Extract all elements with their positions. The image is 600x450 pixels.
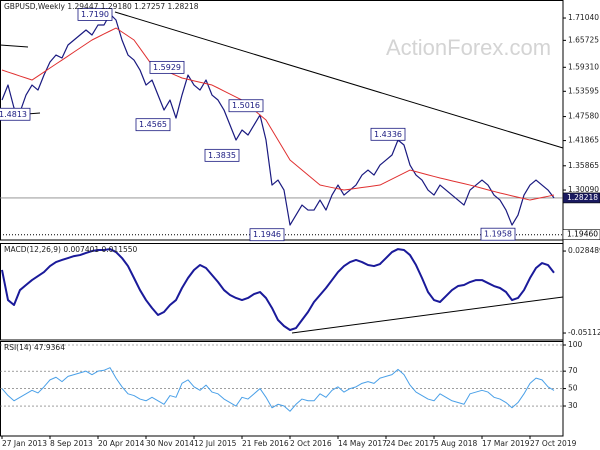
y-tick-label: 1.41865 bbox=[568, 136, 599, 145]
panel-frame bbox=[0, 243, 564, 341]
x-tick-label: 30 Nov 2014 bbox=[146, 439, 194, 448]
x-tick-label: 2 Oct 2016 bbox=[290, 439, 332, 448]
y-tick-label: 1.53595 bbox=[568, 86, 599, 95]
x-tick-label: 12 Jul 2015 bbox=[194, 439, 237, 448]
series-line bbox=[1, 248, 555, 332]
annotation-label: 1.5016 bbox=[232, 101, 260, 110]
annotation-box bbox=[228, 99, 264, 113]
x-tick-label: 27 Oct 2019 bbox=[530, 439, 577, 448]
annotation-label: 1.5929 bbox=[153, 63, 181, 72]
x-tick-label: 20 Apr 2014 bbox=[98, 439, 145, 448]
y-tick-label: 1.35865 bbox=[568, 161, 599, 170]
price-trendline bbox=[114, 11, 564, 149]
x-tick-label: 24 Dec 2017 bbox=[386, 439, 434, 448]
annotation-label: 1.1958 bbox=[484, 230, 512, 239]
annotation-label: 1.1946 bbox=[253, 230, 281, 239]
annotation-box bbox=[249, 228, 285, 242]
annotation-box bbox=[0, 107, 31, 121]
series-line bbox=[1, 367, 555, 412]
x-tick-label: 27 Jan 2013 bbox=[2, 439, 47, 448]
annotation-label: 1.7190 bbox=[81, 10, 109, 19]
annotation-label: 1.4336 bbox=[374, 130, 402, 139]
panel-title: GBPUSD,Weekly 1.29447 1.29180 1.27257 1.… bbox=[4, 2, 199, 11]
panel-title: MACD(12,26,9) 0.007401 0.011550 bbox=[4, 245, 138, 254]
x-tick-label: 5 Aug 2018 bbox=[434, 439, 477, 448]
x-tick-label: 8 Sep 2013 bbox=[50, 439, 93, 448]
y-tick-label: 100 bbox=[568, 340, 583, 349]
y-tick-label: 30 bbox=[568, 401, 578, 410]
macd-trendline bbox=[291, 296, 564, 334]
y-tick-label: 70 bbox=[568, 366, 578, 375]
x-tick-label: 21 Feb 2016 bbox=[242, 439, 289, 448]
y-tick-label: 1.71040 bbox=[568, 13, 599, 22]
annotation-box bbox=[480, 227, 516, 241]
annotation-label: 1.4813 bbox=[0, 110, 27, 119]
x-tick-label: 14 May 2017 bbox=[338, 439, 387, 448]
y-tick-label: 50 bbox=[568, 384, 578, 393]
level-label: 1.28218 bbox=[567, 193, 598, 202]
support-line bbox=[0, 44, 29, 48]
x-tick-label: 17 Mar 2019 bbox=[482, 439, 530, 448]
annotation-box bbox=[149, 60, 185, 74]
annotation-box bbox=[77, 8, 113, 21]
annotation-box bbox=[204, 148, 240, 162]
annotation-box bbox=[135, 118, 171, 132]
series-line bbox=[1, 27, 555, 201]
series-line bbox=[1, 13, 555, 226]
level-box bbox=[562, 229, 600, 241]
annotation-label: 1.3835 bbox=[208, 151, 236, 160]
y-tick-label: 1.30090 bbox=[568, 185, 599, 194]
level-box bbox=[562, 192, 600, 204]
y-tick-label: 1.65725 bbox=[568, 35, 599, 44]
panel-title: RSI(14) 47.9364 bbox=[4, 343, 65, 352]
y-tick-label: -0.051125 bbox=[568, 328, 600, 337]
watermark: ActionForex.com bbox=[386, 35, 551, 60]
annotation-box bbox=[370, 127, 406, 141]
annotation-label: 1.4565 bbox=[139, 120, 167, 129]
y-tick-label: 1.59310 bbox=[568, 62, 599, 71]
y-tick-label: 1.47580 bbox=[568, 112, 599, 121]
level-label: 1.19460 bbox=[567, 230, 598, 239]
y-tick-label: 0.028489 bbox=[568, 246, 600, 255]
